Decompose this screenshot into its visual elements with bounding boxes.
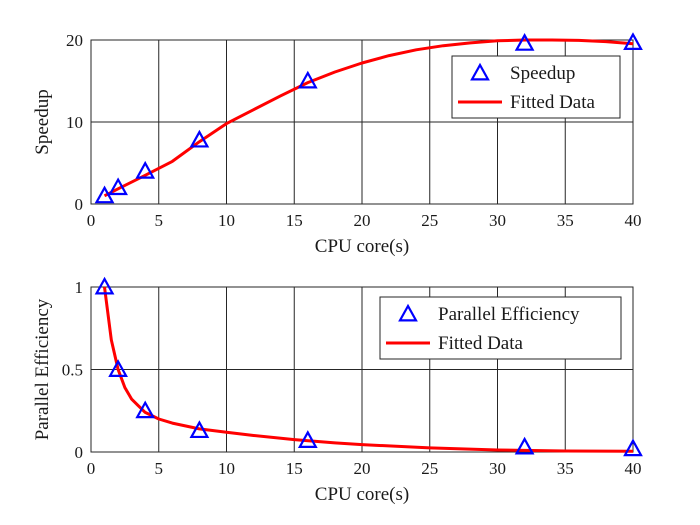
chart-2: 0 5 10 15 20 25 30 35 40 0 0.5 1 CPU core(s) Parallel…	[32, 276, 643, 505]
data-point-marker	[514, 33, 535, 51]
x-tick-label: 25	[421, 459, 438, 478]
data-point-marker	[189, 129, 210, 148]
y-tick-label: 0	[75, 195, 84, 214]
x-tick-label: 40	[625, 211, 642, 230]
data-point-marker	[135, 400, 156, 419]
x-tick-label: 35	[557, 211, 574, 230]
y-axis-label: Parallel Efficiency	[32, 298, 53, 440]
y-tick-label: 0.5	[62, 361, 83, 380]
legend-box	[379, 296, 622, 360]
x-tick-label: 30	[489, 459, 506, 478]
legend: Parallel Efficiency Fitted Data	[379, 296, 622, 360]
x-tick-label: 5	[155, 459, 164, 478]
x-tick-label: 25	[421, 211, 438, 230]
y-tick-label: 1	[75, 278, 84, 297]
data-point-marker	[189, 420, 210, 439]
x-tick-label: 35	[557, 459, 574, 478]
x-tick-label: 30	[489, 211, 506, 230]
legend-label: Fitted Data	[510, 92, 596, 113]
fitted-data-line	[103, 286, 634, 453]
data-point-marker	[108, 359, 128, 377]
x-tick-label: 20	[354, 211, 371, 230]
x-tick-label: 40	[625, 459, 642, 478]
data-point-marker	[108, 177, 128, 196]
data-point-marker	[623, 438, 643, 457]
x-tick-label: 15	[286, 211, 303, 230]
fitted-data-line	[103, 38, 634, 198]
x-tick-label: 10	[218, 211, 235, 230]
x-axis-label: CPU core(s)	[315, 484, 409, 505]
data-point-marker	[297, 70, 318, 89]
legend-marker-icon	[398, 303, 418, 322]
x-axis-label: CPU core(s)	[315, 236, 409, 257]
x-tick-label: 5	[155, 211, 164, 230]
x-tick-label: 15	[286, 459, 303, 478]
data-point-marker	[623, 32, 643, 50]
x-tick-label: 0	[87, 459, 96, 478]
legend-label: Parallel Efficiency	[438, 304, 580, 325]
data-point-marker	[135, 160, 156, 179]
data-point-marker	[94, 276, 115, 295]
data-point-marker	[514, 436, 535, 455]
y-axis-label: Speedup	[32, 89, 53, 154]
x-tick-label: 0	[87, 211, 96, 230]
legend: Speedup Fitted Data	[451, 55, 621, 119]
y-tick-label: 10	[66, 113, 83, 132]
legend-label: Fitted Data	[438, 333, 524, 354]
x-tick-label: 10	[218, 459, 235, 478]
y-tick-label: 0	[75, 443, 84, 462]
legend-label: Speedup	[510, 63, 575, 84]
data-point-marker	[297, 430, 318, 448]
y-tick-label: 20	[66, 31, 83, 50]
x-tick-label: 20	[354, 459, 371, 478]
legend-marker-icon	[470, 62, 490, 81]
